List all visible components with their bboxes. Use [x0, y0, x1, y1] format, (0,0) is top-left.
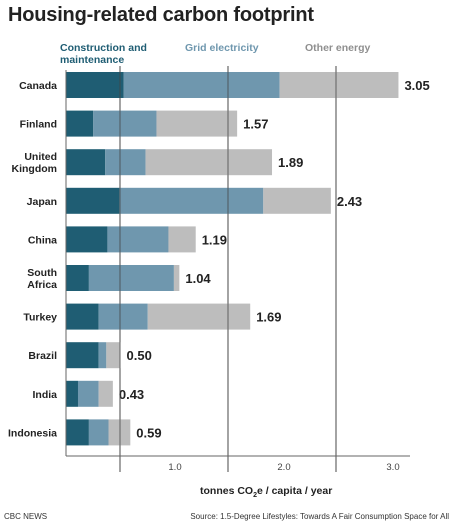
bar-segment: [66, 380, 78, 407]
bar-segment: [147, 303, 251, 330]
category-label: Brazil: [28, 350, 57, 362]
category-label: Japan: [27, 196, 57, 208]
x-tick-label: 1.0: [168, 462, 181, 473]
bar-segment: [66, 265, 89, 291]
bar-total-label: 1.69: [256, 310, 281, 325]
bar-segment: [168, 226, 196, 253]
bar-segment: [77, 380, 99, 407]
bar-segment: [66, 72, 124, 98]
bar-segment: [279, 72, 399, 98]
bar-segment: [66, 110, 94, 137]
bar-total-label: 2.43: [337, 194, 362, 209]
bar-segment: [108, 419, 131, 446]
x-axis-label-part: e / capita / year: [257, 485, 333, 497]
legend-label: maintenance: [60, 54, 124, 66]
x-axis-label-subscript: 2: [253, 492, 257, 500]
x-tick-label: 3.0: [386, 462, 399, 473]
bar-segment: [66, 303, 99, 330]
category-label: Indonesia: [8, 427, 57, 439]
category-label: Finland: [20, 119, 57, 131]
bar-segment: [66, 226, 108, 253]
bar-segment: [66, 419, 89, 446]
bar-segment: [66, 342, 99, 369]
category-label: Turkey: [23, 312, 57, 324]
bar-segment: [66, 187, 120, 214]
legend-label: Grid electricity: [185, 42, 259, 54]
source-note: Source: 1.5-Degree Lifestyles: Towards A…: [190, 512, 449, 521]
category-label: Africa: [27, 279, 57, 291]
bar-segment: [173, 265, 180, 291]
bar-segment: [98, 380, 113, 407]
category-label: Canada: [19, 80, 57, 92]
bar-segment: [123, 72, 280, 98]
bar-segment: [88, 419, 109, 446]
bar-segment: [119, 187, 264, 214]
category-label: China: [28, 234, 57, 246]
bar-segment: [106, 342, 121, 369]
bar-total-label: 0.43: [119, 387, 144, 402]
bar-total-label: 1.04: [185, 271, 211, 286]
bar-segment: [156, 110, 238, 137]
x-tick-label: 2.0: [277, 462, 290, 473]
category-label: India: [32, 389, 57, 401]
news-credit: CBC NEWS: [4, 512, 48, 521]
bar-total-label: 1.19: [202, 232, 227, 247]
bar-segment: [88, 265, 174, 291]
x-axis-label: tonnes CO2e / capita / year: [200, 485, 332, 499]
bar-segment: [107, 226, 169, 253]
x-axis-label-part: tonnes CO: [200, 485, 254, 497]
bar-segment: [93, 110, 157, 137]
legend-label: Other energy: [305, 42, 371, 54]
bar-segment: [98, 303, 148, 330]
bar-segment: [98, 342, 107, 369]
category-label: Kingdom: [12, 163, 58, 175]
bar-total-label: 1.89: [278, 155, 303, 170]
bar-segment: [145, 149, 273, 176]
bar-segment: [66, 149, 106, 176]
chart-title: Housing-related carbon footprint: [8, 4, 314, 26]
bar-total-label: 0.50: [127, 348, 152, 363]
bar-segment: [263, 187, 331, 214]
category-label: United: [24, 151, 57, 163]
bar-segment: [105, 149, 146, 176]
bar-total-label: 3.05: [404, 78, 429, 93]
category-label: South: [27, 267, 57, 279]
bar-total-label: 1.57: [243, 117, 268, 132]
legend-label: Construction and: [60, 42, 147, 54]
bar-total-label: 0.59: [136, 425, 161, 440]
